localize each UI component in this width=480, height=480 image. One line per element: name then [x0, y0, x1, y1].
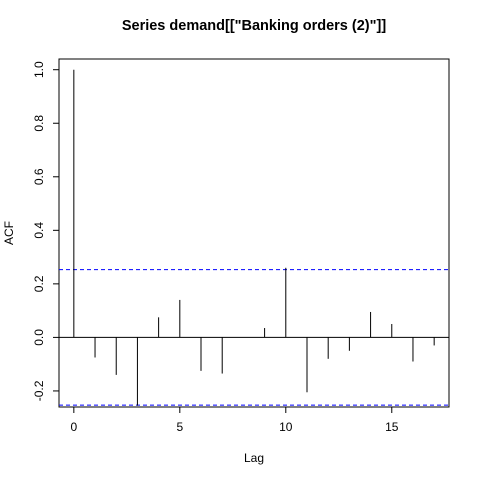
- x-tick-label-5: 5: [176, 420, 183, 434]
- y-tick-label-6: 1.0: [32, 61, 46, 78]
- y-tick-label-3: 0.4: [32, 222, 46, 239]
- chart-marks: 0 5 10 15 -0.2 0.0 0.2 0.4 0.6 0.8 1.0: [32, 61, 449, 434]
- y-tick-label-1: 0.0: [32, 329, 46, 346]
- y-tick-label-4: 0.6: [32, 168, 46, 185]
- y-tick-label-2: 0.2: [32, 275, 46, 292]
- chart-title: Series demand[["Banking orders (2)"]]: [122, 18, 386, 34]
- x-tick-label-15: 15: [385, 420, 399, 434]
- plot-frame: [58, 58, 450, 408]
- y-tick-label-5: 0.8: [32, 115, 46, 132]
- y-tick-label-0: -0.2: [32, 380, 46, 401]
- x-axis-label: Lag: [244, 451, 264, 465]
- x-tick-label-0: 0: [70, 420, 77, 434]
- x-tick-label-10: 10: [279, 420, 293, 434]
- y-axis-label: ACF: [2, 221, 16, 245]
